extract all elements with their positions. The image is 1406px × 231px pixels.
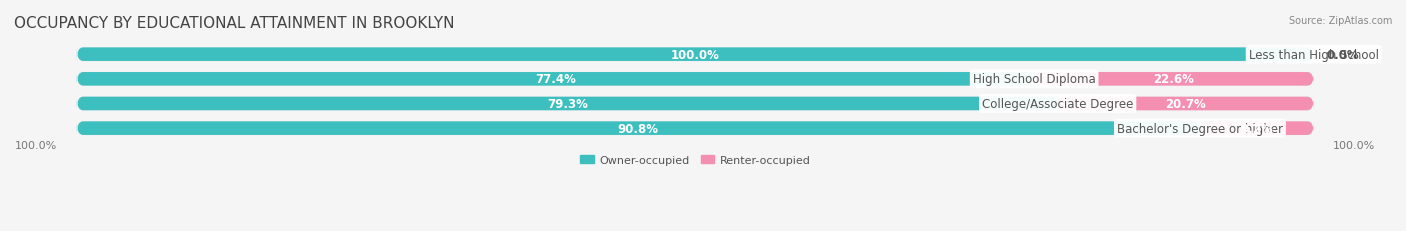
- Text: 77.4%: 77.4%: [536, 73, 576, 86]
- Text: 100.0%: 100.0%: [15, 141, 58, 151]
- FancyBboxPatch shape: [77, 97, 1313, 111]
- FancyBboxPatch shape: [1035, 73, 1313, 86]
- FancyBboxPatch shape: [77, 48, 1313, 62]
- Text: Less than High School: Less than High School: [1249, 49, 1379, 61]
- Text: Source: ZipAtlas.com: Source: ZipAtlas.com: [1288, 16, 1392, 26]
- Text: 90.8%: 90.8%: [617, 122, 659, 135]
- FancyBboxPatch shape: [77, 97, 1057, 111]
- FancyBboxPatch shape: [1057, 97, 1313, 111]
- Legend: Owner-occupied, Renter-occupied: Owner-occupied, Renter-occupied: [576, 151, 814, 170]
- Text: 0.0%: 0.0%: [1326, 49, 1358, 61]
- Text: High School Diploma: High School Diploma: [973, 73, 1095, 86]
- Text: 100.0%: 100.0%: [671, 49, 720, 61]
- FancyBboxPatch shape: [77, 73, 1313, 86]
- Text: 9.2%: 9.2%: [1240, 122, 1274, 135]
- Text: 20.7%: 20.7%: [1166, 97, 1206, 110]
- FancyBboxPatch shape: [1199, 122, 1313, 135]
- Text: College/Associate Degree: College/Associate Degree: [981, 97, 1133, 110]
- Text: 79.3%: 79.3%: [547, 97, 588, 110]
- Text: 22.6%: 22.6%: [1153, 73, 1194, 86]
- FancyBboxPatch shape: [77, 73, 1035, 86]
- Text: OCCUPANCY BY EDUCATIONAL ATTAINMENT IN BROOKLYN: OCCUPANCY BY EDUCATIONAL ATTAINMENT IN B…: [14, 16, 454, 31]
- FancyBboxPatch shape: [77, 122, 1199, 135]
- FancyBboxPatch shape: [77, 122, 1313, 136]
- Text: 100.0%: 100.0%: [1333, 141, 1375, 151]
- Text: Bachelor's Degree or higher: Bachelor's Degree or higher: [1116, 122, 1282, 135]
- FancyBboxPatch shape: [77, 48, 1313, 62]
